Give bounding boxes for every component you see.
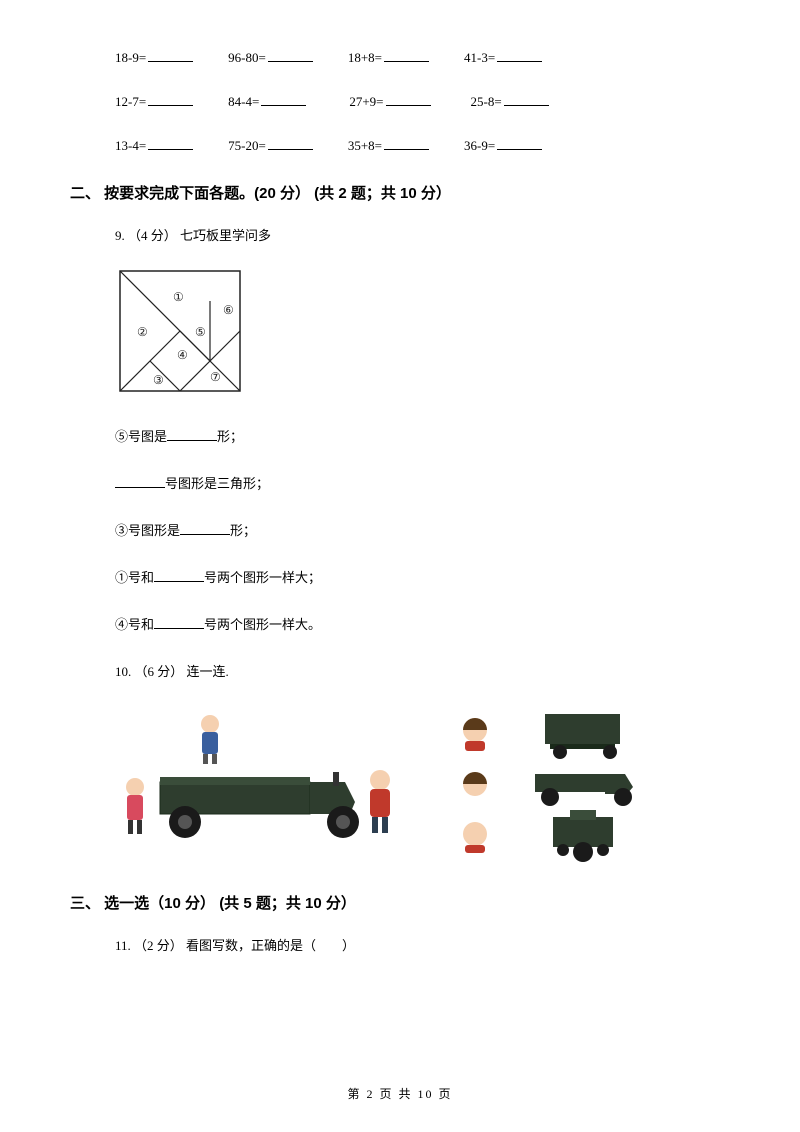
page-footer: 第 2 页 共 10 页 (0, 1085, 800, 1102)
answer-blank[interactable] (154, 628, 204, 629)
eq-expr: 13-4= (115, 138, 146, 154)
q9-sub5: ④号和 号两个图形一样大。 (115, 614, 730, 633)
svg-text:⑦: ⑦ (210, 370, 221, 384)
answer-blank[interactable] (497, 149, 542, 150)
answer-blank[interactable] (148, 105, 193, 106)
text: ③号图形是 (115, 523, 180, 538)
q9-sub4: ①号和 号两个图形一样大； (115, 567, 730, 586)
text: ④号和 (115, 617, 154, 632)
svg-text:③: ③ (153, 373, 164, 387)
equation: 35+8= (348, 138, 429, 154)
section-3-heading: 三、 选一选（10 分） (共 5 题；共 10 分） (70, 892, 730, 913)
thumb-truck-rear (545, 714, 620, 759)
text: 号图形是三角形； (165, 476, 269, 491)
equation: 96-80= (228, 50, 313, 66)
text: ⑤号图是 (115, 429, 167, 444)
equation: 18-9= (115, 50, 193, 66)
person-top (201, 715, 219, 764)
answer-blank[interactable] (268, 149, 313, 150)
equation: 27+9= (349, 94, 430, 110)
equation-row-1: 18-9= 96-80= 18+8= 41-3= (115, 50, 730, 66)
thumb-face-3 (463, 822, 487, 853)
answer-blank[interactable] (167, 440, 217, 441)
thumb-truck-front (553, 810, 613, 862)
q9-sub3: ③号图形是 形； (115, 520, 730, 539)
answer-blank[interactable] (261, 105, 306, 106)
text: 号两个图形一样大。 (204, 617, 321, 632)
answer-blank[interactable] (386, 105, 431, 106)
answer-blank[interactable] (148, 61, 193, 62)
equation: 18+8= (348, 50, 429, 66)
matching-figure (115, 702, 730, 867)
eq-expr: 84-4= (228, 94, 259, 110)
equation: 25-8= (471, 94, 549, 110)
eq-expr: 96-80= (228, 50, 266, 66)
answer-blank[interactable] (497, 61, 542, 62)
equation: 12-7= (115, 94, 193, 110)
eq-expr: 27+9= (349, 94, 383, 110)
eq-expr: 35+8= (348, 138, 382, 154)
tangram-figure: ① ② ③ ④ ⑤ ⑥ ⑦ (115, 266, 730, 401)
equation: 36-9= (464, 138, 542, 154)
eq-expr: 75-20= (228, 138, 266, 154)
svg-text:②: ② (137, 325, 148, 339)
question-11: 11. （2 分） 看图写数，正确的是（ ） (115, 935, 730, 954)
thumb-face-1 (463, 718, 487, 751)
thumb-face-2 (463, 772, 487, 796)
q9-sub2: 号图形是三角形； (115, 473, 730, 492)
person-right-of-truck (370, 770, 390, 833)
tricycle-scene-svg (115, 702, 695, 862)
answer-blank[interactable] (180, 534, 230, 535)
answer-blank[interactable] (504, 105, 549, 106)
svg-text:⑤: ⑤ (195, 325, 206, 339)
answer-blank[interactable] (115, 487, 165, 488)
svg-text:⑥: ⑥ (223, 303, 234, 317)
equation-row-2: 12-7= 84-4= 27+9= 25-8= (115, 94, 730, 110)
answer-blank[interactable] (384, 149, 429, 150)
big-tricycle (160, 772, 359, 838)
answer-blank[interactable] (148, 149, 193, 150)
equation: 13-4= (115, 138, 193, 154)
tangram-svg: ① ② ③ ④ ⑤ ⑥ ⑦ (115, 266, 245, 396)
equation: 84-4= (228, 94, 306, 110)
text: ①号和 (115, 570, 154, 585)
svg-text:④: ④ (177, 348, 188, 362)
eq-expr: 41-3= (464, 50, 495, 66)
person-left (126, 778, 144, 834)
question-10: 10. （6 分） 连一连. (115, 661, 730, 680)
text: 形； (230, 523, 256, 538)
answer-blank[interactable] (154, 581, 204, 582)
thumb-truck-side (535, 774, 633, 806)
equation-row-3: 13-4= 75-20= 35+8= 36-9= (115, 138, 730, 154)
equation: 75-20= (228, 138, 313, 154)
eq-expr: 25-8= (471, 94, 502, 110)
q9-sub1: ⑤号图是 形； (115, 426, 730, 445)
question-9: 9. （4 分） 七巧板里学问多 (115, 225, 730, 244)
equation: 41-3= (464, 50, 542, 66)
answer-blank[interactable] (384, 61, 429, 62)
eq-expr: 12-7= (115, 94, 146, 110)
eq-expr: 18+8= (348, 50, 382, 66)
eq-expr: 36-9= (464, 138, 495, 154)
text: 形； (217, 429, 243, 444)
svg-text:①: ① (173, 290, 184, 304)
eq-expr: 18-9= (115, 50, 146, 66)
answer-blank[interactable] (268, 61, 313, 62)
section-2-heading: 二、 按要求完成下面各题。(20 分） (共 2 题；共 10 分） (70, 182, 730, 203)
text: 号两个图形一样大； (204, 570, 321, 585)
